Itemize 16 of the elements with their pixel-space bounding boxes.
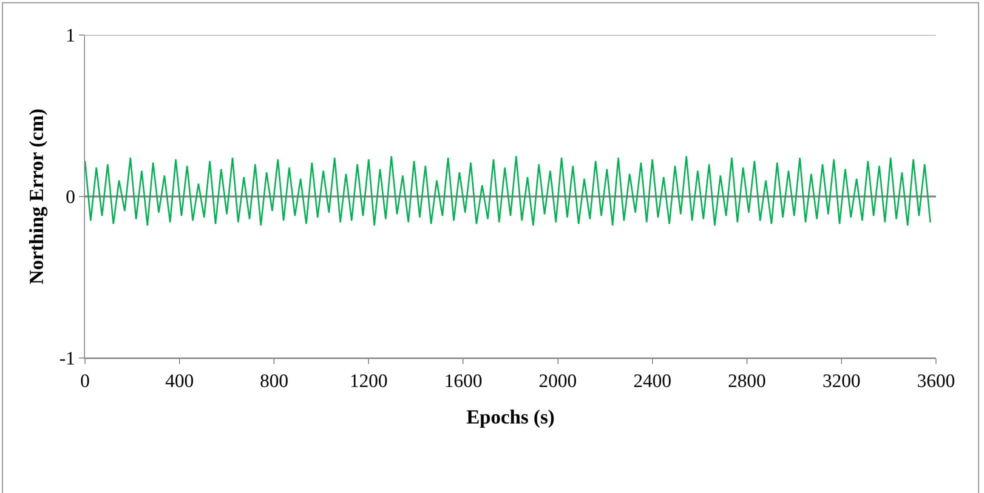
y-axis-title: Northing Error (cm) [26,108,48,284]
x-tick-label: 3600 [917,370,955,392]
x-tick-label: 400 [165,370,194,392]
x-tick-label: 800 [260,370,288,392]
x-tick-label: 0 [80,370,90,392]
x-tick-label: 2800 [728,370,766,392]
y-tick-label: 0 [66,187,76,208]
x-tick-label: 1600 [444,370,482,392]
y-tick-label: 1 [66,26,76,47]
line-series [85,155,932,226]
x-tick-label: 2400 [633,370,672,392]
x-axis-title: Epochs (s) [466,406,555,428]
x-tick-label: 1200 [350,370,388,392]
y-tick-label: -1 [59,348,76,370]
x-tick-label: 2000 [538,370,577,392]
x-tick-label: 3200 [822,370,860,392]
